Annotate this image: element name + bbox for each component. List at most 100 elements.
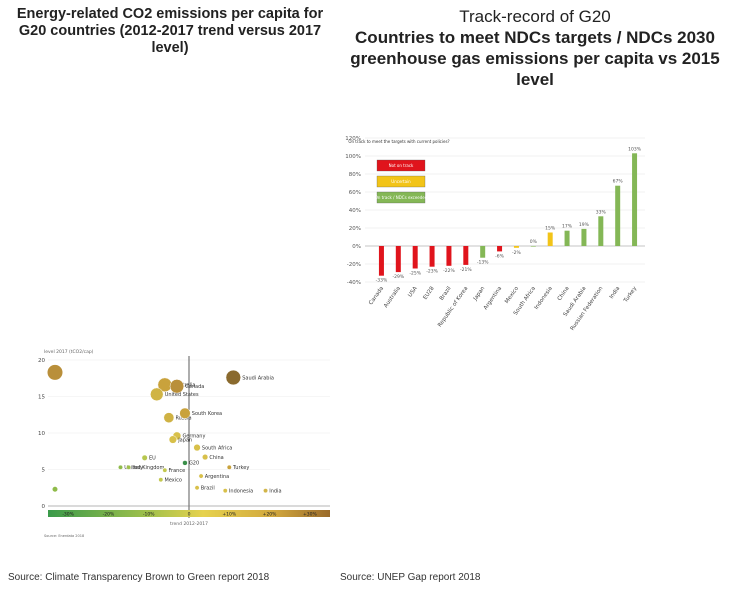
bar-australia	[395, 246, 401, 273]
right-title-line1: Track-record of G20	[459, 7, 611, 26]
scatter-ytick-label: 10	[38, 431, 45, 437]
point-label: Argentina	[205, 474, 229, 480]
point-turkey	[226, 464, 232, 470]
bar-turkey	[632, 153, 638, 246]
scatter-ytick-label: 20	[38, 358, 45, 364]
point-label: Saudi Arabia	[242, 375, 274, 381]
bar-category-label: India	[609, 286, 622, 301]
bar-value-label: 19%	[579, 222, 590, 228]
point-label: China	[209, 455, 223, 461]
point-china	[202, 454, 209, 461]
legend-swatch-not-on-track	[376, 159, 426, 172]
point-label: Indonesia	[229, 488, 253, 494]
ndc-bar-chart: -40% -20% 0% 20% 40% 60% 80% 100% 120% CanadaAust…	[345, 136, 645, 332]
point-indonesia	[222, 488, 228, 494]
point-label: Italy	[132, 465, 143, 471]
point-japan	[168, 435, 177, 444]
scatter-footer: Source: Enerdata 2018	[44, 534, 84, 538]
bar-ytick-label: 100%	[345, 154, 361, 160]
point-saudi-arabia	[225, 369, 241, 386]
co2-scatter-chart: level 2017 (tCO2/cap) 0 5 10 15 20 -30% -20% -10…	[38, 349, 330, 538]
point-south-korea	[179, 407, 191, 419]
bar-category-label: Australia	[383, 286, 402, 309]
bar-russian-federation	[598, 216, 604, 246]
color-bar-label: -10%	[143, 512, 155, 518]
bar-republic-of-korea	[463, 246, 469, 265]
bar-category-label: Canada	[368, 286, 385, 307]
point-label: South Korea	[192, 411, 222, 417]
point-brazil	[194, 485, 200, 491]
legend-swatch-uncertain	[376, 175, 426, 188]
point-mexico	[158, 477, 164, 483]
bar-value-label: 17%	[562, 224, 573, 230]
bar-mexico	[513, 246, 519, 248]
person-large-icon	[47, 364, 63, 380]
point-label: United States	[165, 392, 199, 398]
bar-value-label: -6%	[495, 253, 504, 259]
point-label: EU	[149, 456, 156, 462]
point-france	[162, 467, 168, 473]
color-bar-gradient	[48, 510, 330, 517]
bar-value-label: -29%	[392, 274, 404, 280]
color-bar-label: 0	[188, 512, 191, 518]
right-source: Source: UNEP Gap report 2018	[340, 572, 481, 583]
bar-ytick-label: 20%	[349, 226, 361, 232]
scatter-xlabel: trend 2012-2017	[170, 521, 208, 527]
bar-value-label: -22%	[443, 268, 455, 274]
point-label: Turkey	[232, 465, 249, 471]
bar-japan	[480, 246, 486, 258]
legend-title: On track to meet the targets with curren…	[348, 139, 449, 144]
bar-ytick-label: 80%	[349, 172, 361, 178]
point-label: Brazil	[201, 486, 215, 492]
bar-canada	[378, 246, 384, 276]
left-source: Source: Climate Transparency Brown to Gr…	[8, 572, 270, 583]
color-bar-label: +20%	[263, 512, 277, 518]
point-g20	[182, 460, 188, 466]
bar-china	[564, 230, 570, 246]
bar-category-label: USA	[407, 286, 419, 299]
bar-category-label: Turkey	[622, 285, 638, 305]
bar-value-label: 33%	[596, 209, 607, 215]
point-label: Japan	[177, 437, 192, 443]
bar-ytick-label: 120%	[345, 136, 361, 142]
left-chart-title: Energy-related CO2 emissions per capita …	[16, 6, 324, 56]
bar-ytick-label: -40%	[347, 280, 361, 286]
person-small-icon	[52, 486, 58, 492]
point-south-africa	[193, 443, 201, 452]
color-bar-label: -20%	[103, 512, 115, 518]
bar-ytick-label: -20%	[347, 262, 361, 268]
scatter-ytick-label: 5	[42, 468, 46, 474]
color-bar-label: +10%	[222, 512, 236, 518]
bar-usa	[412, 246, 418, 269]
legend-label: On track / NDCs exceeded	[375, 195, 428, 200]
legend-swatch-on-track-ndcs-exceeded	[376, 191, 426, 204]
bar-value-label: -2%	[512, 250, 521, 256]
bar-category-label: EU28	[422, 285, 436, 301]
legend-label: Not on track	[389, 163, 414, 168]
bar-saudi-arabia	[581, 228, 587, 246]
point-label: Australia	[173, 383, 195, 389]
bar-value-label: 103%	[628, 146, 642, 152]
bar-ytick-label: 0%	[352, 244, 361, 250]
point-canada	[169, 379, 185, 394]
color-bar-label: +30%	[303, 512, 317, 518]
point-label: India	[269, 488, 281, 494]
bar-value-label: -21%	[460, 267, 472, 273]
point-india	[263, 488, 268, 494]
bar-value-label: 0%	[530, 239, 538, 245]
bar-brazil	[446, 246, 452, 266]
bar-category-label: Russian Federation	[570, 285, 605, 332]
bar-value-label: 15%	[545, 226, 556, 232]
scatter-ytick-label: 15	[38, 395, 45, 401]
point-label: United Kingdom	[124, 465, 164, 471]
bar-category-label: Mexico	[504, 285, 520, 305]
scatter-color-bar: -30% -20% -10% 0 +10% +20% +30%	[48, 510, 330, 518]
point-label: Canada	[185, 384, 204, 390]
bar-south-africa	[530, 246, 536, 247]
color-bar-label: -30%	[62, 512, 74, 518]
point-label: Germany	[182, 434, 205, 440]
point-italy	[126, 464, 132, 470]
point-russia	[163, 412, 175, 424]
bar-india	[615, 185, 621, 246]
right-title-rest: Countries to meet NDCs targets / NDCs 20…	[350, 28, 720, 89]
